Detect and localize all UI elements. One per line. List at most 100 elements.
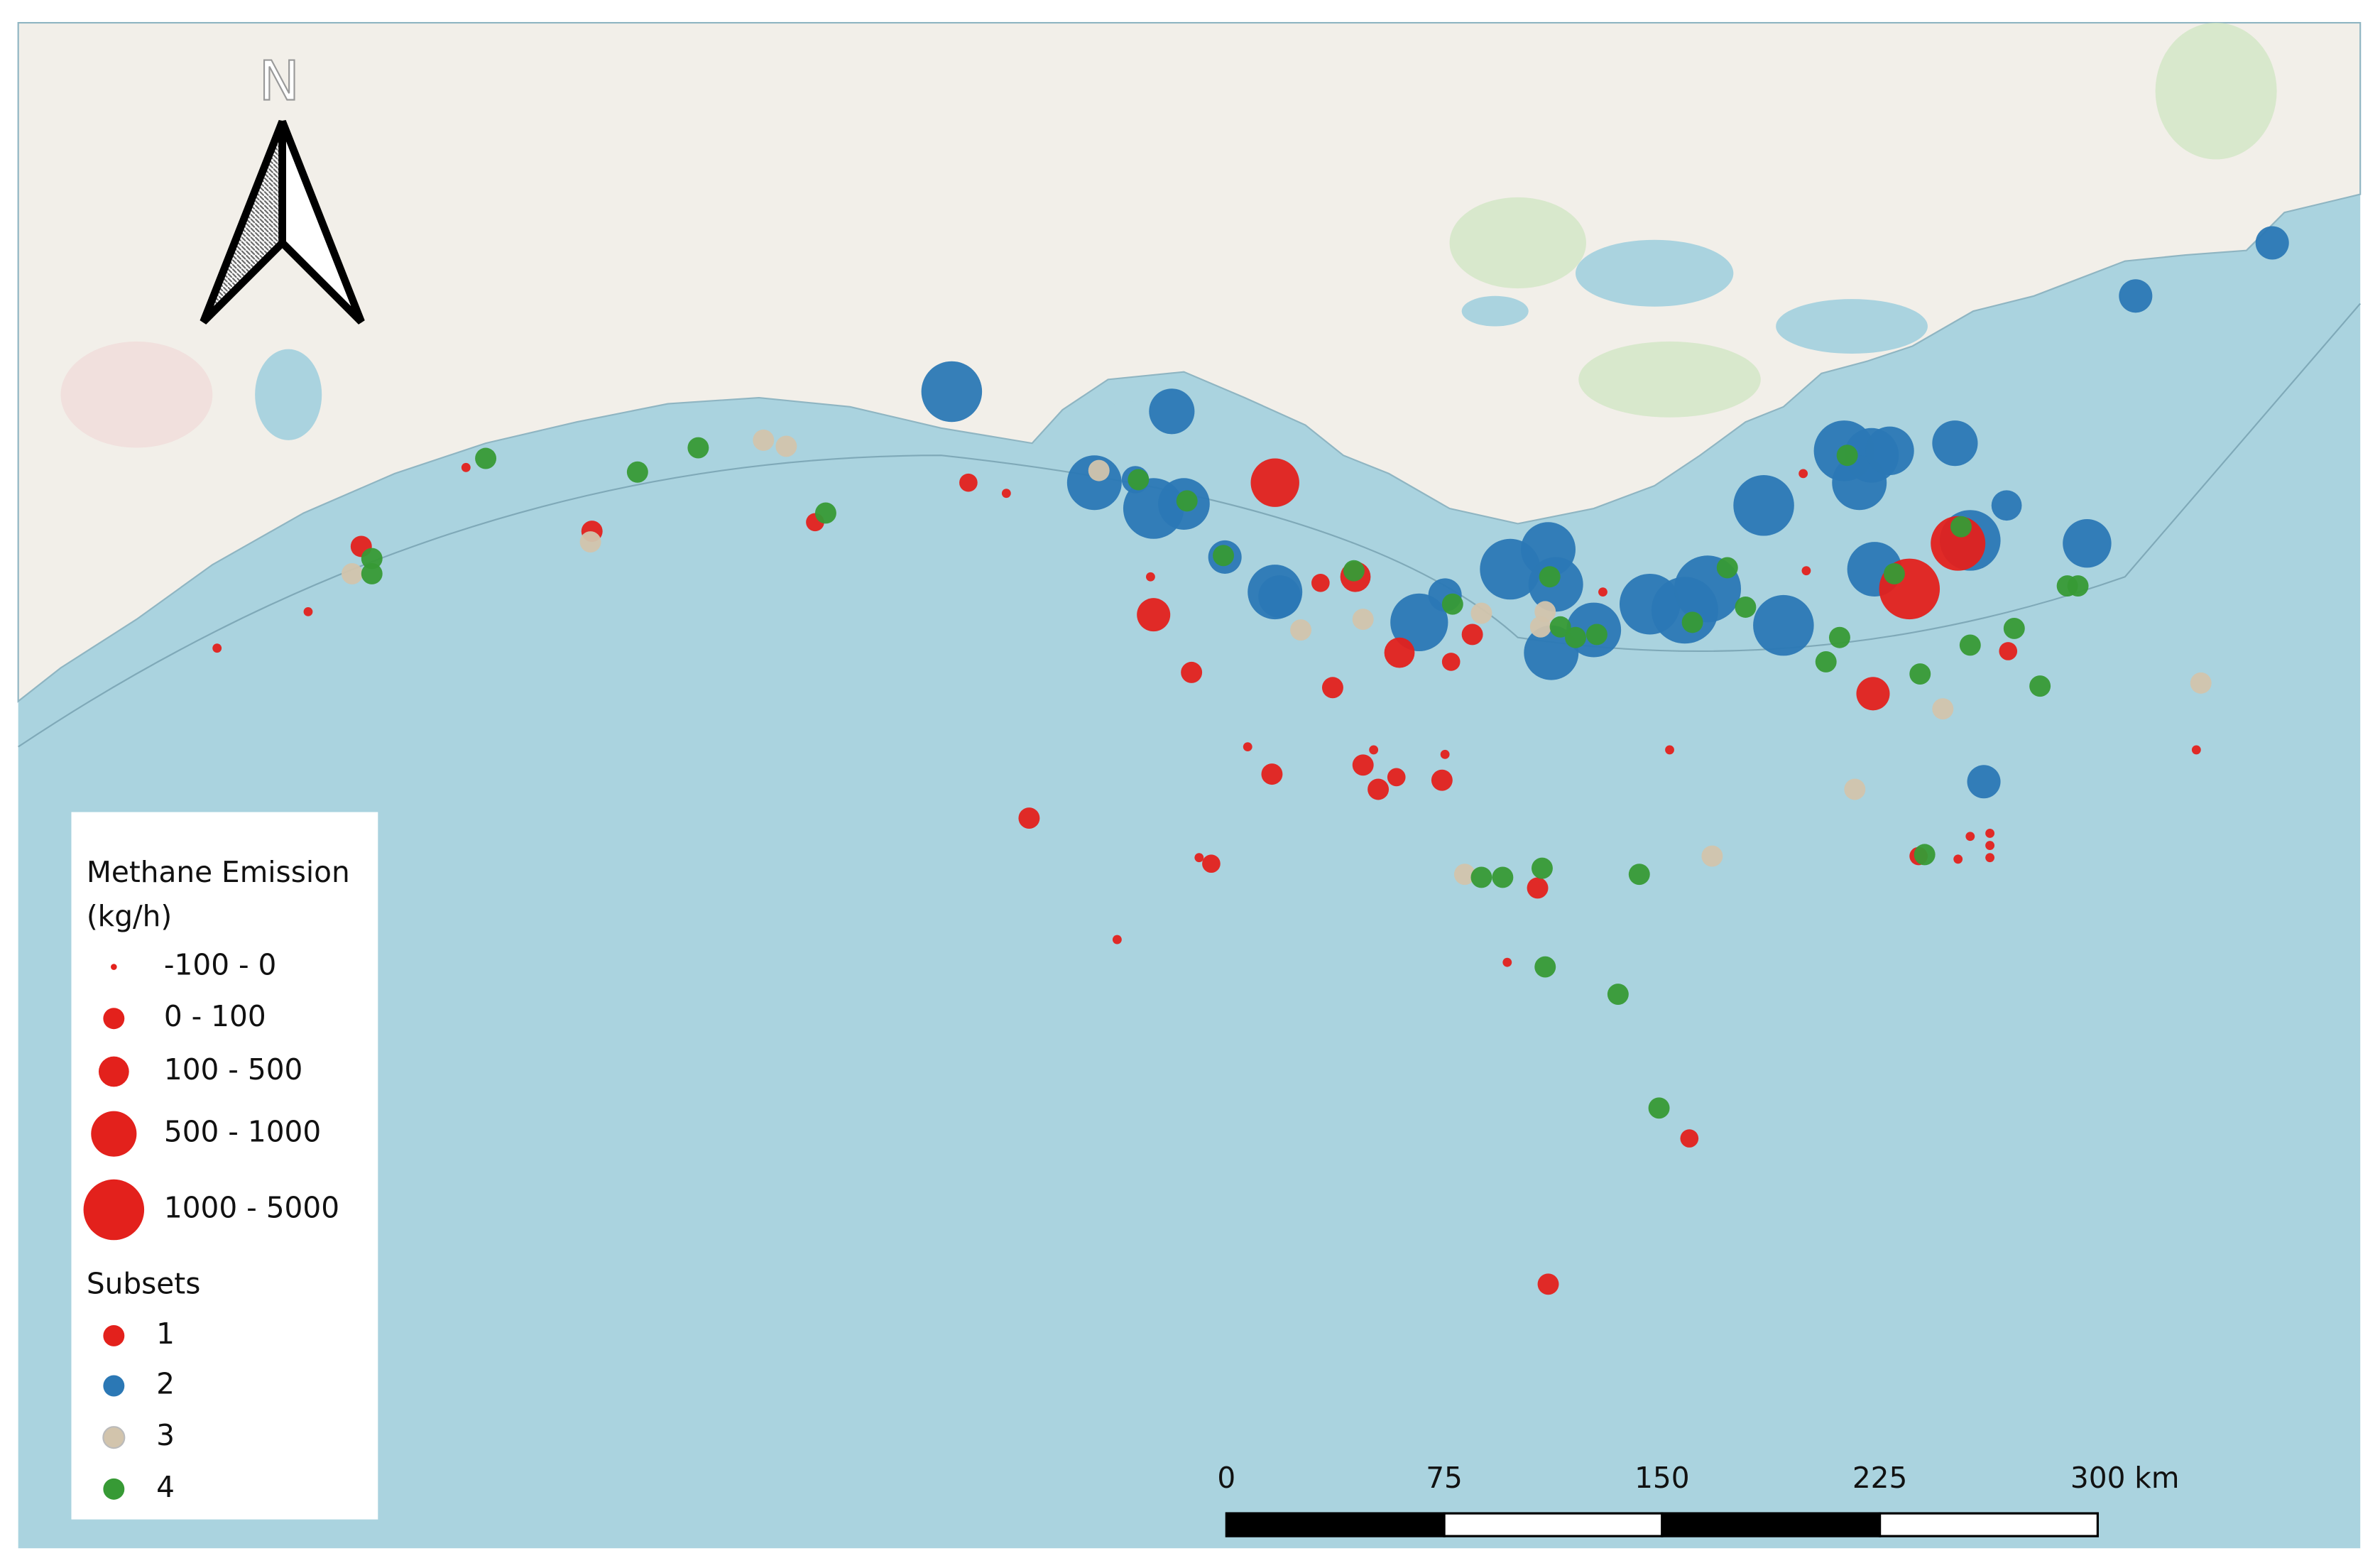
emission-point (1243, 742, 1252, 752)
emission-point (1213, 545, 1234, 567)
legend-size-symbol (91, 1111, 137, 1157)
emission-point (1844, 778, 1866, 800)
emission-point (1648, 1097, 1670, 1119)
emission-point (1441, 593, 1463, 615)
emission-point (921, 361, 983, 423)
legend-size-symbol (103, 1008, 125, 1030)
emission-point (959, 473, 978, 492)
emission-point (626, 461, 648, 483)
scale-segment (1879, 1512, 2099, 1537)
emission-point (361, 548, 383, 570)
scale-segment (1225, 1512, 1446, 1537)
emission-point (1628, 864, 1650, 886)
emission-point (1931, 516, 1986, 571)
emission-point (1953, 854, 1963, 864)
emission-point (1909, 663, 1931, 685)
legend-title: (kg/h) (87, 899, 172, 933)
scale-segment (1661, 1512, 1882, 1537)
emission-point (2067, 575, 2089, 597)
emission-point (1549, 616, 1571, 638)
scale-label: 75 (1426, 1461, 1463, 1495)
bay (255, 349, 322, 440)
emission-point (1585, 624, 1607, 646)
legend-title: Methane Emission (87, 855, 350, 889)
emission-point (461, 462, 471, 472)
scale-segment (1443, 1512, 1664, 1537)
emission-point (1181, 661, 1203, 683)
emission-point (1735, 597, 1757, 618)
emission-point (1965, 832, 1975, 842)
boundary-line (18, 303, 2362, 748)
emission-point (2255, 226, 2289, 260)
emission-point (1733, 475, 1794, 536)
emission-point (2190, 672, 2212, 694)
emission-point (1492, 866, 1514, 888)
legend-size-label: 100 - 500 (164, 1052, 303, 1087)
emission-point (1390, 593, 1448, 651)
legend-subset-symbol (103, 1325, 125, 1346)
emission-point (1470, 602, 1492, 624)
legend-size-label: 1000 - 5000 (164, 1191, 339, 1225)
emission-point (1607, 984, 1629, 1006)
north-arrow: N (200, 50, 365, 325)
emission-point (579, 531, 601, 553)
emission-point (1999, 642, 2018, 660)
emission-point (1932, 420, 1978, 467)
emission-point (1250, 458, 1299, 507)
scale-label: 225 (1852, 1461, 1908, 1495)
legend-subset-label: 2 (156, 1367, 175, 1401)
emission-point (1470, 866, 1492, 888)
emission-point (1716, 557, 1738, 579)
forest (2155, 23, 2277, 160)
legend-subset-symbol (102, 1426, 126, 1449)
emission-point (1801, 566, 1811, 576)
emission-point (1001, 489, 1011, 499)
emission-point (753, 429, 775, 451)
bay (1776, 299, 1928, 354)
legend-size-symbol (111, 964, 117, 970)
emission-point (1146, 572, 1155, 582)
emission-point (1531, 857, 1553, 879)
emission-point (1368, 778, 1390, 800)
scale-bar: 0 75 150 225 300 km (1217, 1461, 2180, 1537)
emission-point (1967, 765, 2001, 799)
emission-point (1665, 745, 1674, 755)
emission-point (1985, 841, 1995, 850)
emission-point (341, 562, 363, 584)
legend-subset-label: 3 (156, 1418, 175, 1452)
legend-box (71, 812, 378, 1520)
emission-point (1431, 769, 1453, 791)
legend-subtitle: Subsets (87, 1266, 201, 1300)
emission-point (1914, 844, 1936, 866)
emission-point (2003, 617, 2025, 639)
emission-point (814, 502, 836, 524)
emission-point (303, 606, 313, 616)
emission-point (1798, 469, 1808, 479)
emission-point (1539, 566, 1561, 588)
legend: -100 - 0 0 - 100 100 - 500 500 - 1000 1000 -… (83, 948, 339, 1504)
emission-point (1681, 611, 1703, 633)
emission-point (1149, 388, 1195, 435)
emission-point (1932, 698, 1954, 720)
emission-point (1865, 426, 1914, 476)
emission-point (1128, 469, 1150, 491)
arrow-right (278, 120, 365, 325)
emission-point (1527, 877, 1549, 899)
emission-point (1753, 594, 1814, 656)
emission-point (1258, 575, 1301, 618)
emission-point (1018, 807, 1040, 829)
legend-size-label: 0 - 100 (164, 999, 266, 1033)
legend-size-symbol (98, 1056, 129, 1087)
emission-point (1959, 634, 1981, 656)
north-label: N (259, 50, 300, 114)
emission-point (1261, 763, 1283, 785)
emission-point (1985, 829, 1995, 838)
scale-label: 300 km (2070, 1461, 2180, 1495)
lake (1461, 295, 1529, 327)
emission-point (1176, 490, 1198, 512)
wetland (1449, 197, 1586, 289)
city (60, 341, 213, 448)
emission-point (1321, 677, 1343, 699)
emission-point (1537, 1273, 1559, 1295)
